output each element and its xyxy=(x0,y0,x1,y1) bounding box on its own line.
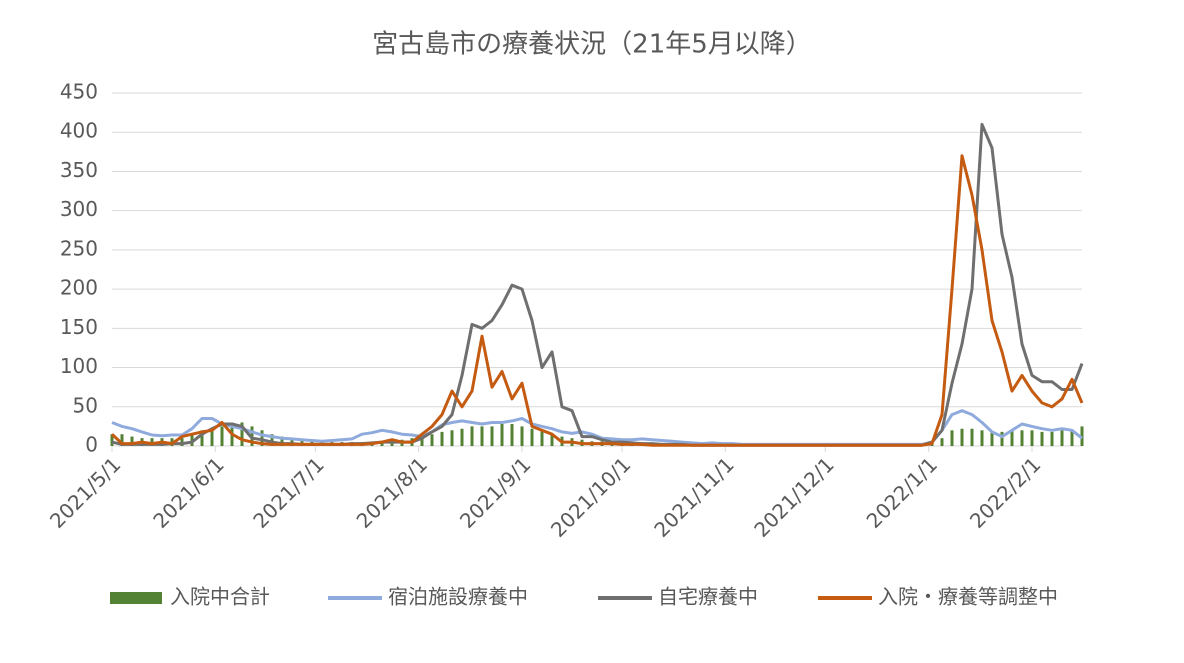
y-tick-label: 400 xyxy=(60,119,98,143)
bar xyxy=(940,438,944,446)
bar xyxy=(1000,431,1004,446)
bar xyxy=(1070,430,1074,446)
bar xyxy=(220,426,224,446)
bar xyxy=(430,434,434,446)
y-tick-label: 300 xyxy=(60,197,98,221)
bar xyxy=(190,434,194,446)
bar xyxy=(310,439,314,446)
bar xyxy=(110,434,114,446)
bar xyxy=(960,428,964,446)
bar xyxy=(980,430,984,446)
bar xyxy=(1050,431,1054,446)
legend-label: 宿泊施設療養中 xyxy=(388,585,528,609)
bar xyxy=(500,424,504,446)
bar xyxy=(530,428,534,446)
bar xyxy=(950,430,954,446)
bar xyxy=(440,431,444,446)
bar xyxy=(1080,426,1084,446)
bar xyxy=(260,430,264,446)
bar xyxy=(990,431,994,446)
bar xyxy=(380,441,384,446)
bar xyxy=(130,436,134,446)
y-tick-label: 50 xyxy=(73,393,98,417)
bar xyxy=(210,428,214,446)
bar xyxy=(490,426,494,446)
bar xyxy=(270,434,274,446)
bar xyxy=(290,438,294,446)
y-tick-label: 350 xyxy=(60,158,98,182)
bar xyxy=(520,426,524,446)
bar xyxy=(120,434,124,446)
bar xyxy=(180,438,184,446)
y-tick-label: 0 xyxy=(85,433,98,457)
bar xyxy=(450,430,454,446)
bar xyxy=(200,430,204,446)
bar xyxy=(510,424,514,446)
legend-label: 入院中合計 xyxy=(170,585,270,609)
bar xyxy=(420,436,424,446)
legend-label: 入院・療養等調整中 xyxy=(878,585,1058,609)
legend-label: 自宅療養中 xyxy=(658,585,758,609)
bar xyxy=(480,426,484,446)
bar xyxy=(1040,431,1044,446)
bar xyxy=(550,434,554,446)
bar xyxy=(470,426,474,446)
y-tick-label: 250 xyxy=(60,236,98,260)
bar xyxy=(300,439,304,446)
y-tick-label: 200 xyxy=(60,276,98,300)
bar xyxy=(150,438,154,446)
bar xyxy=(1030,430,1034,446)
chart-title: 宮古島市の療養状況（21年5月以降） xyxy=(372,30,812,60)
bar xyxy=(1020,430,1024,446)
bar xyxy=(460,428,464,446)
y-tick-label: 450 xyxy=(60,80,98,104)
bar xyxy=(1010,430,1014,446)
y-tick-label: 100 xyxy=(60,354,98,378)
y-tick-label: 150 xyxy=(60,315,98,339)
legend-swatch xyxy=(110,592,162,604)
bar xyxy=(280,436,284,446)
bar xyxy=(1060,430,1064,446)
bar xyxy=(970,428,974,446)
bar xyxy=(540,430,544,446)
bar xyxy=(240,422,244,446)
line-series xyxy=(110,154,1084,447)
